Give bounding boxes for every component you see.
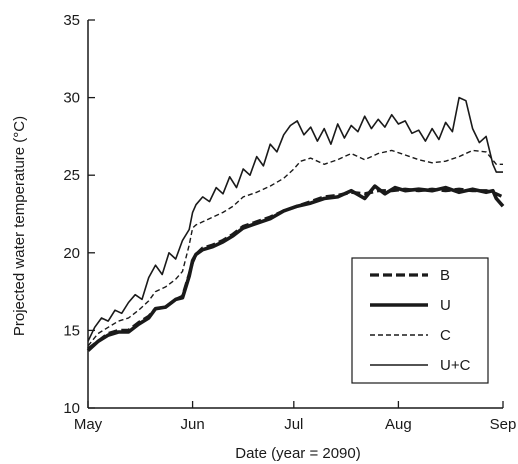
y-tick-label: 30 [63,90,80,107]
y-tick-label: 10 [63,400,80,417]
y-tick-label: 35 [63,12,80,29]
y-tick-label: 15 [63,322,80,339]
x-tick-label: May [74,416,103,433]
y-axis-title: Projected water temperature (°C) [11,116,28,336]
x-tick-label: Aug [385,416,412,433]
legend-box [351,257,489,384]
y-tick-label: 20 [63,245,80,262]
x-axis-title: Date (year = 2090) [235,445,361,462]
x-tick-label: Jun [180,416,204,433]
x-tick-label: Sep [490,416,517,433]
y-axis-ticks: 10 15 20 25 30 35 [63,12,95,417]
y-tick-label: 25 [63,167,80,184]
legend-label-u: U [440,297,451,314]
series-line-u-c [87,96,503,342]
legend-label-u-c: U+C [440,357,471,374]
legend-label-b: B [440,267,450,284]
x-axis-ticks: May Jun Jul Aug Sep [74,401,517,433]
legend: BUC U+C [351,257,489,384]
series-line-c [87,149,503,347]
legend-label-c: C [440,327,451,344]
x-tick-label: Jul [284,416,303,433]
plot-lines [86,96,505,352]
series-line-u [86,184,505,352]
